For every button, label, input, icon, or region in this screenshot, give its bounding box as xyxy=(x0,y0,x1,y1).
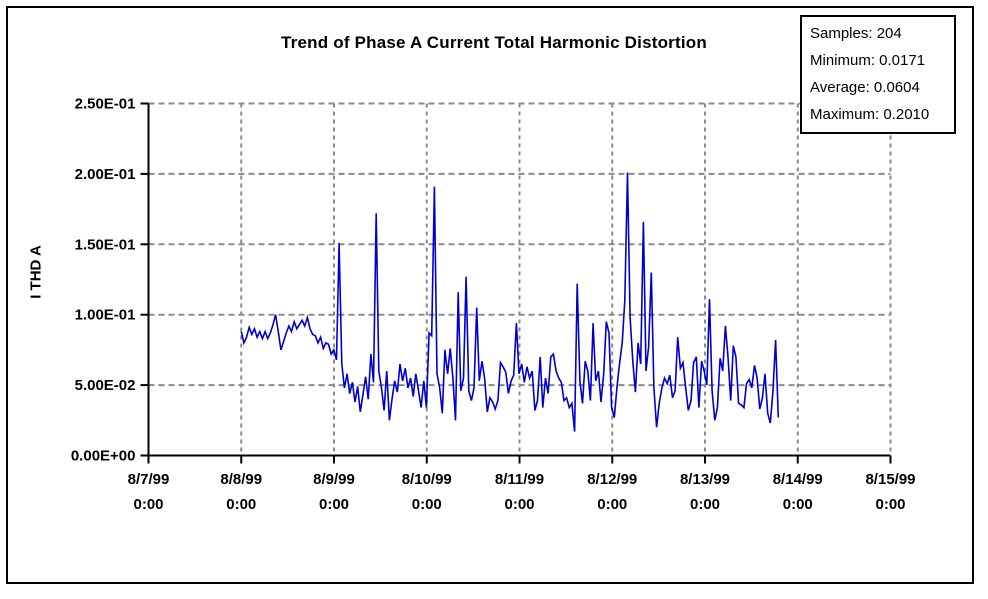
x-tick-label-date: 8/9/99 xyxy=(313,471,355,488)
stats-average: Average: 0.0604 xyxy=(810,79,920,96)
x-tick-label-time: 0:00 xyxy=(133,496,163,513)
x-tick-label-time: 0:00 xyxy=(875,496,905,513)
x-tick-label-date: 8/15/99 xyxy=(865,471,915,488)
chart-title: Trend of Phase A Current Total Harmonic … xyxy=(281,33,707,52)
x-tick-label-date: 8/14/99 xyxy=(773,471,823,488)
stats-box: Samples: 204 Minimum: 0.0171 Average: 0.… xyxy=(800,15,956,134)
x-tick-label-date: 8/11/99 xyxy=(495,471,544,488)
x-tick-label-time: 0:00 xyxy=(412,496,442,513)
x-tick-label-time: 0:00 xyxy=(319,496,349,513)
y-tick-label: 5.00E-02 xyxy=(75,377,136,394)
x-tick-label-time: 0:00 xyxy=(504,496,534,513)
x-tick-label-date: 8/8/99 xyxy=(220,471,262,488)
stats-maximum: Maximum: 0.2010 xyxy=(810,106,930,123)
y-tick-label: 2.50E-01 xyxy=(75,96,136,113)
data-line-series xyxy=(240,172,780,432)
x-tick-label-date: 8/13/99 xyxy=(680,471,730,488)
y-tick-label: 0.00E+00 xyxy=(71,448,136,465)
x-tick-label-time: 0:00 xyxy=(226,496,256,513)
x-tick-label-time: 0:00 xyxy=(690,496,720,513)
stats-minimum: Minimum: 0.0171 xyxy=(810,52,926,69)
y-axis-title: I THD A xyxy=(27,245,45,299)
stats-samples: Samples: 204 xyxy=(810,25,902,42)
x-tick-label-time: 0:00 xyxy=(597,496,627,513)
x-tick-label-date: 8/10/99 xyxy=(402,471,452,488)
x-tick-label-date: 8/7/99 xyxy=(128,471,170,488)
y-tick-label: 1.00E-01 xyxy=(75,307,136,324)
x-tick-label-time: 0:00 xyxy=(783,496,813,513)
figure-border xyxy=(6,6,974,584)
y-tick-label: 2.00E-01 xyxy=(75,166,136,183)
x-tick-label-date: 8/12/99 xyxy=(587,471,637,488)
y-tick-label: 1.50E-01 xyxy=(75,236,136,253)
